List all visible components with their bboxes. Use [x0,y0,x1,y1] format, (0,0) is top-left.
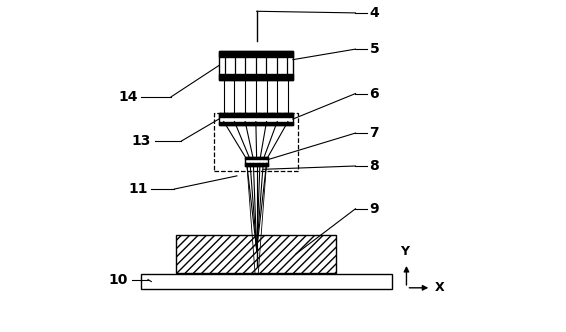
Bar [219,74,293,80]
Text: X: X [435,281,445,294]
Bar [142,274,392,290]
Bar [219,113,293,125]
Text: 7: 7 [370,126,379,140]
Bar [245,163,268,166]
Text: 10: 10 [109,273,128,287]
Bar [245,157,268,159]
Bar [219,113,293,117]
Bar [219,51,293,80]
Text: 11: 11 [128,182,148,196]
Bar [176,235,336,273]
Text: 13: 13 [132,134,151,148]
Bar [214,113,298,171]
Text: 14: 14 [119,90,138,104]
Bar [219,51,293,57]
Text: 8: 8 [370,159,379,173]
Bar [219,122,293,125]
Text: Y: Y [400,245,409,258]
Text: 5: 5 [370,42,379,56]
Text: 6: 6 [370,87,379,101]
Bar [245,157,268,166]
Text: 4: 4 [370,6,379,20]
Text: 9: 9 [370,202,379,216]
